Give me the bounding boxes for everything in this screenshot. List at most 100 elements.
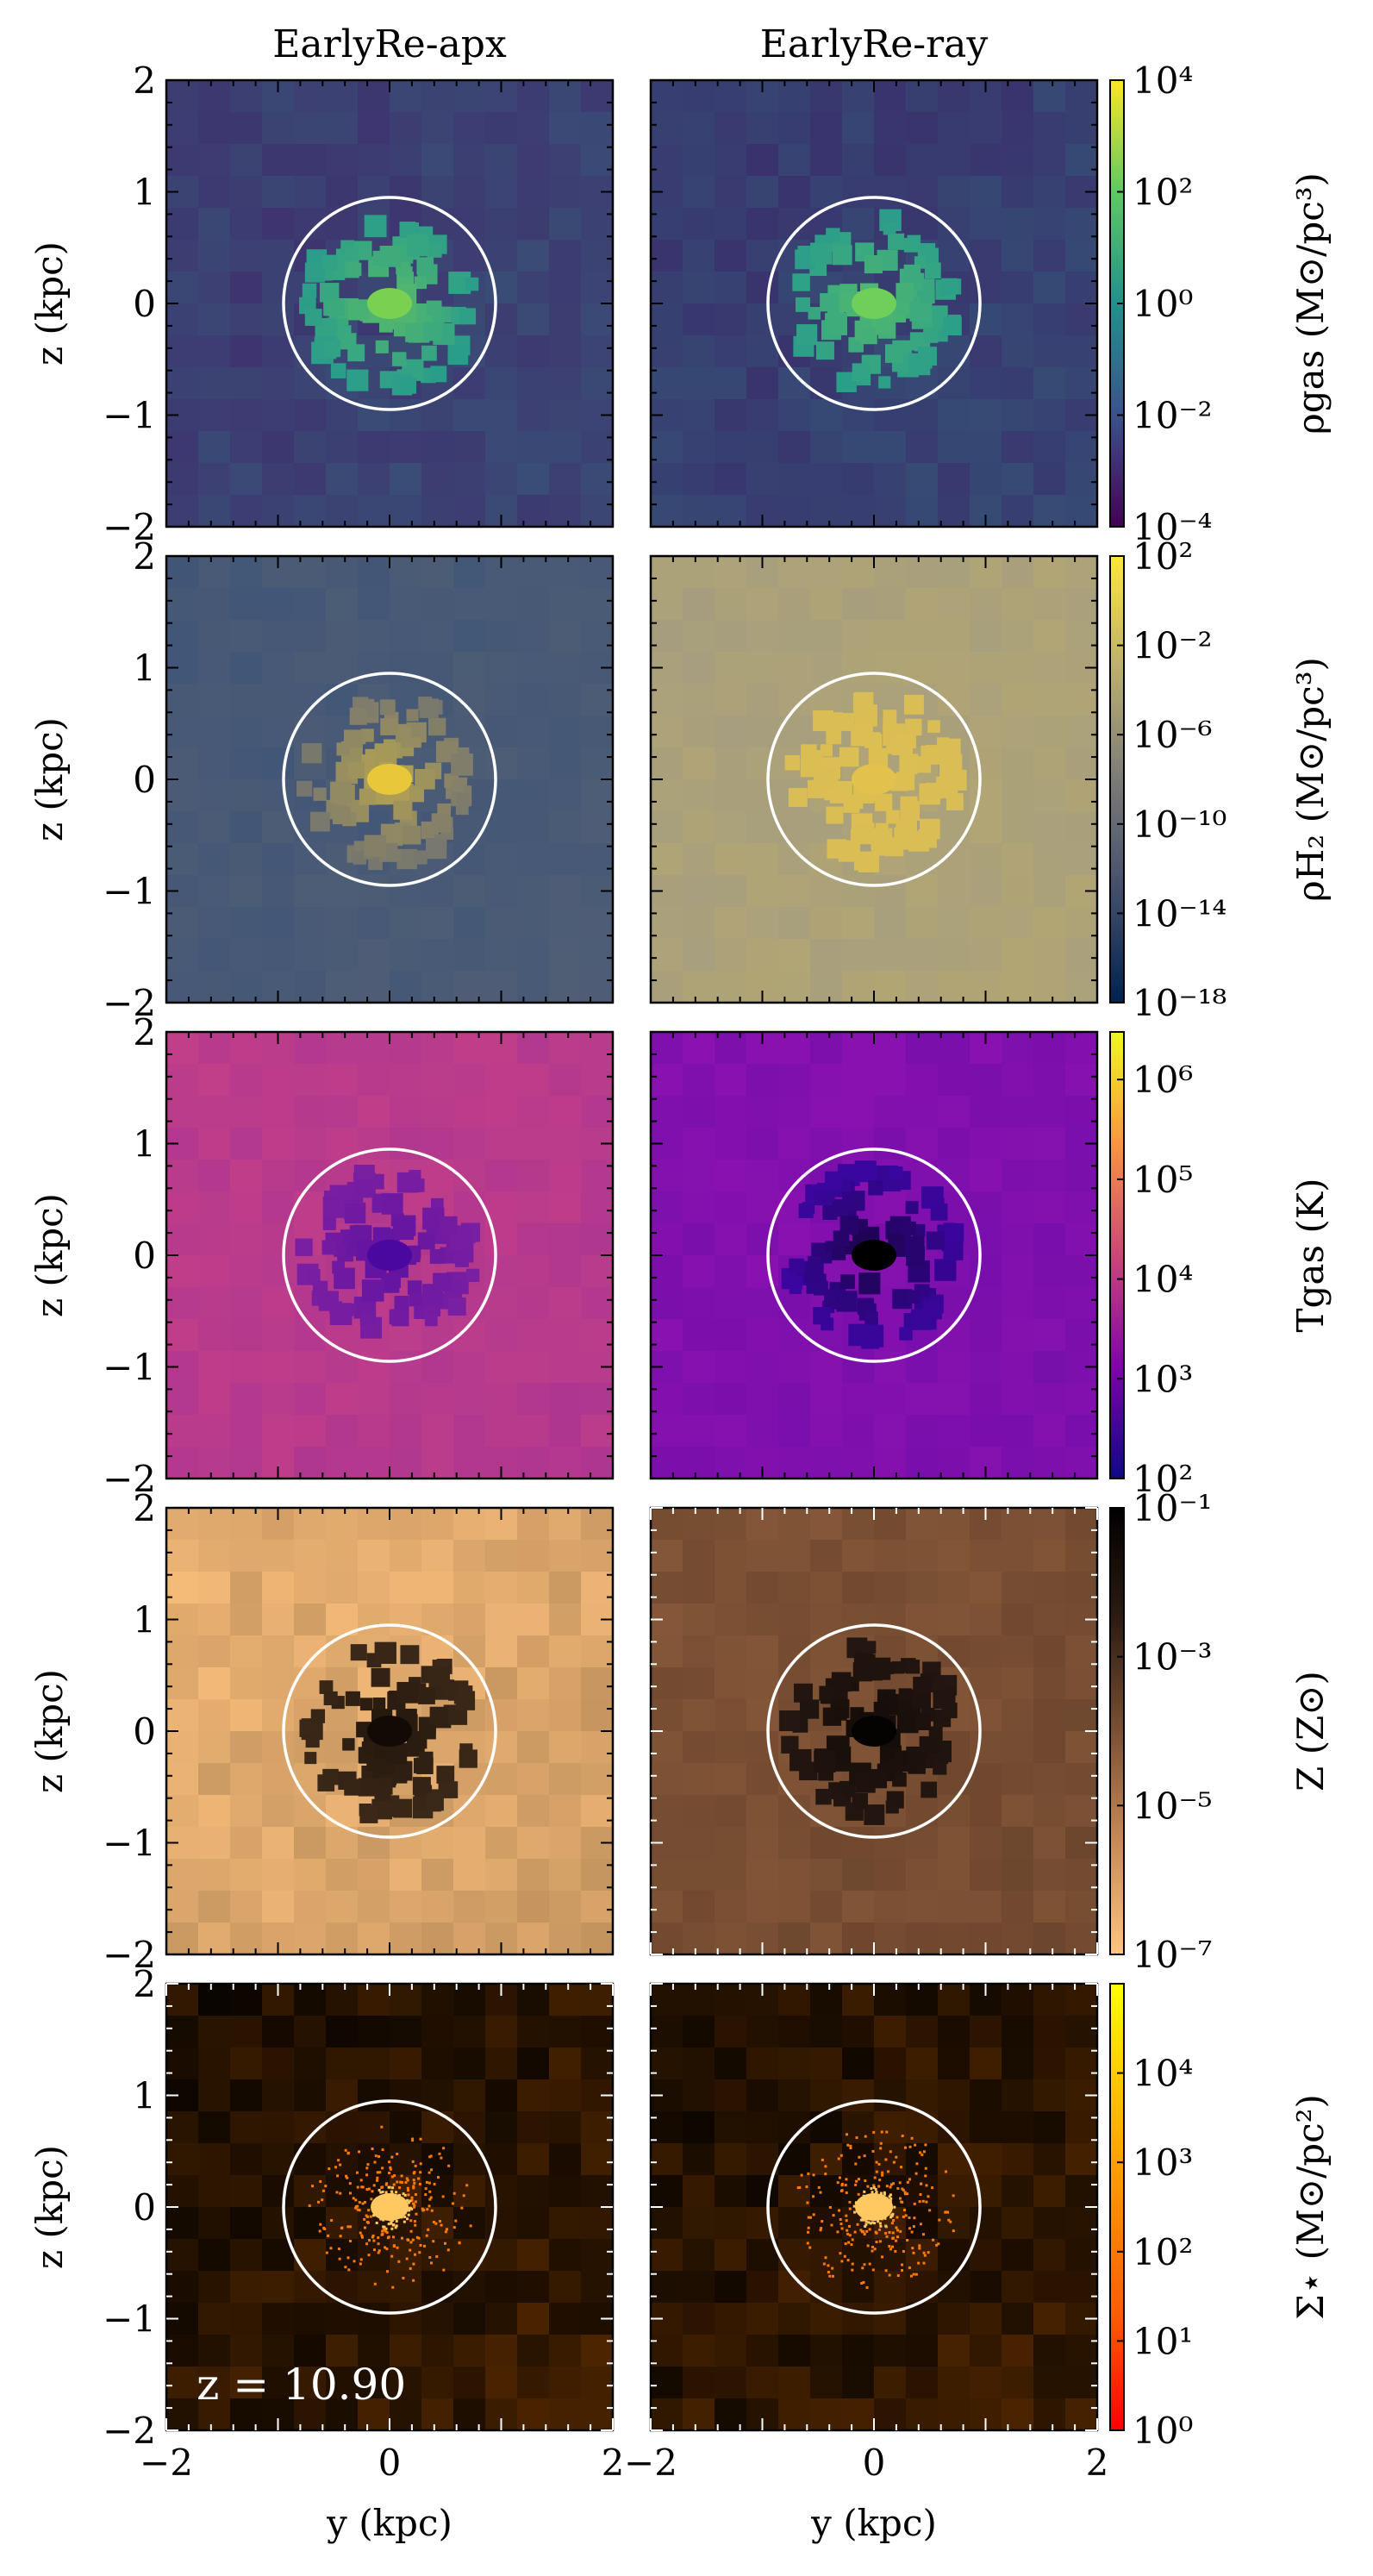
star-particle	[923, 2254, 927, 2257]
star-particle	[910, 2230, 914, 2234]
star-particle	[839, 2252, 842, 2255]
map-cell	[166, 1891, 199, 1923]
map-cell	[549, 463, 582, 496]
map-cell	[485, 1795, 518, 1828]
map-cell	[517, 1923, 550, 1954]
core-cell	[344, 1203, 360, 1220]
map-cell	[938, 495, 970, 527]
map-cell	[262, 939, 295, 972]
map-cell	[1065, 1891, 1097, 1923]
map-cell	[294, 588, 327, 621]
star-particle	[817, 2185, 821, 2189]
star-particle	[896, 2235, 900, 2239]
map-cell	[1002, 367, 1034, 400]
core-cell	[808, 307, 821, 320]
core-cell	[943, 1240, 964, 1260]
star-particle	[429, 2261, 433, 2265]
colorbar-tick-label: 10⁻¹	[1133, 1487, 1212, 1529]
map-cell	[230, 1604, 263, 1636]
star-particle	[354, 2198, 358, 2202]
map-cell	[230, 399, 263, 432]
star-particle	[363, 2217, 366, 2221]
map-cell	[874, 2303, 907, 2335]
map-cell	[1002, 1447, 1034, 1479]
star-particle	[932, 2238, 935, 2241]
map-cell	[198, 1319, 231, 1352]
map-cell	[715, 811, 747, 844]
y-tick-label: 2	[133, 535, 156, 578]
map-cell	[1002, 1128, 1034, 1160]
map-cell	[453, 463, 486, 496]
star-particle	[884, 2231, 888, 2235]
core-cell	[425, 837, 447, 860]
map-cell	[842, 971, 875, 1003]
map-cell	[1002, 779, 1034, 812]
star-particle	[846, 2232, 850, 2235]
map-cell	[683, 399, 715, 432]
galaxy-center	[852, 288, 896, 319]
star-particle	[862, 2280, 865, 2284]
map-cell	[1065, 208, 1097, 241]
map-cell	[683, 1160, 715, 1192]
map-cell	[230, 811, 263, 844]
star-particle	[838, 2209, 841, 2212]
map-cell	[938, 2048, 970, 2080]
star-particle	[412, 2202, 415, 2205]
core-cell	[392, 352, 407, 366]
core-cell	[871, 828, 893, 850]
star-particle	[812, 2173, 815, 2177]
map-cell	[166, 1508, 199, 1541]
map-cell	[581, 303, 613, 336]
star-particle	[836, 2230, 839, 2234]
star-particle	[369, 2215, 372, 2218]
map-cell	[485, 939, 518, 972]
star-particle	[414, 2164, 417, 2167]
map-cell	[651, 939, 683, 972]
map-cell	[842, 620, 875, 653]
map-cell	[970, 1160, 1002, 1192]
aperture-circle	[282, 1147, 497, 1363]
map-cell	[842, 2143, 875, 2176]
map-cell	[453, 1891, 486, 1923]
map-cell	[778, 112, 811, 145]
map-cell	[166, 1859, 199, 1891]
map-cell	[453, 875, 486, 908]
map-cell	[715, 2048, 747, 2080]
star-particle	[428, 2181, 431, 2185]
map-cell	[230, 240, 263, 272]
map-cell	[421, 80, 454, 113]
map-cell	[970, 779, 1002, 812]
map-cell	[262, 684, 295, 716]
map-cell	[294, 2239, 327, 2272]
map-cell	[810, 112, 843, 145]
map-cell	[1002, 1923, 1034, 1954]
star-particle	[392, 2223, 396, 2227]
map-cell	[294, 1191, 327, 1224]
star-particle	[906, 2180, 909, 2184]
map-cell	[1002, 2111, 1034, 2144]
map-cell	[453, 1572, 486, 1604]
map-cell	[970, 1795, 1002, 1828]
map-cell	[1033, 1383, 1066, 1416]
map-cell	[517, 1447, 550, 1479]
map-cell	[358, 2079, 390, 2112]
star-particle	[359, 2179, 363, 2182]
star-particle	[324, 2185, 328, 2188]
map-cell	[1002, 2335, 1034, 2367]
map-cell	[421, 1508, 454, 1541]
map-cell	[874, 1891, 907, 1923]
map-cell	[485, 1891, 518, 1923]
map-cell	[549, 2398, 582, 2430]
map-cell	[906, 495, 939, 527]
map-cell	[715, 495, 747, 527]
map-cell	[874, 939, 907, 972]
map-cell	[517, 112, 550, 145]
map-cell	[970, 1891, 1002, 1923]
map-cell	[198, 2111, 231, 2144]
map-cell	[1033, 1572, 1066, 1604]
map-cell	[874, 1827, 907, 1860]
star-particle	[390, 2254, 394, 2258]
map-cell	[358, 1383, 390, 1416]
map-cell	[198, 843, 231, 876]
map-cell	[581, 1064, 613, 1097]
